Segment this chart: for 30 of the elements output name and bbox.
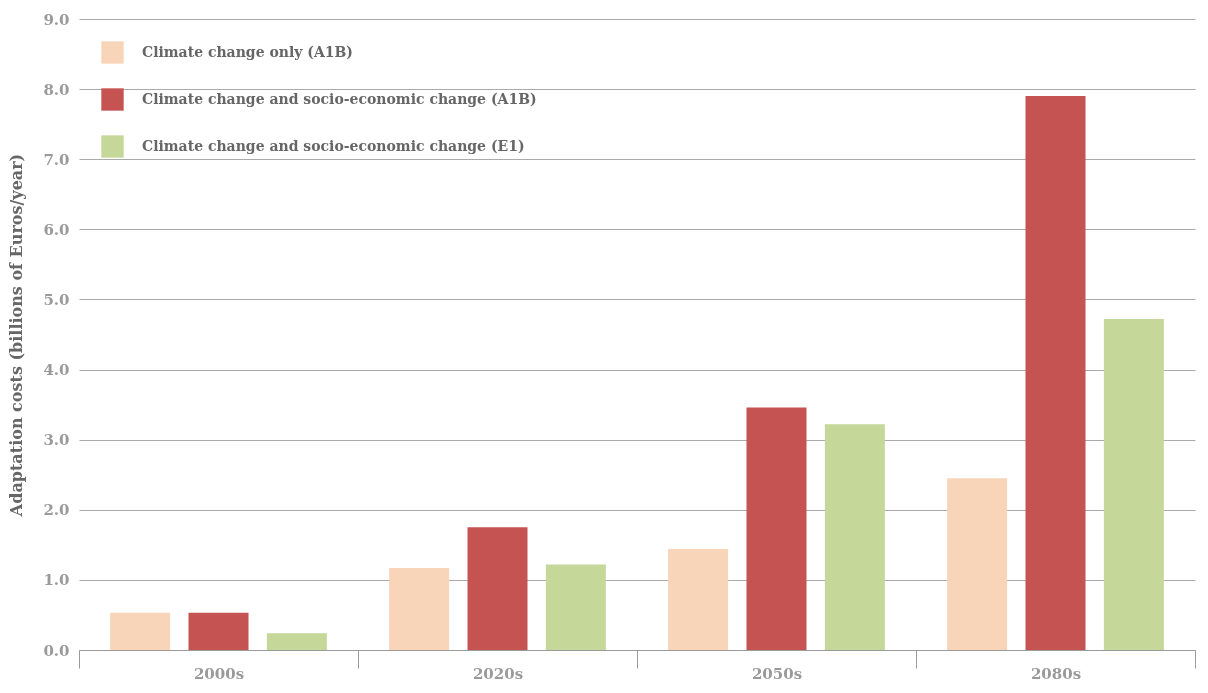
- legend-label: Climate change only (A1B): [142, 43, 353, 60]
- y-tick-label: 9.0: [43, 10, 70, 29]
- bar: [389, 567, 450, 650]
- x-tick-label: 2000s: [193, 664, 245, 683]
- bar: [746, 407, 807, 650]
- bar: [824, 424, 885, 650]
- y-tick-label: 6.0: [43, 220, 70, 239]
- y-tick-label: 8.0: [43, 80, 70, 99]
- y-tick-label: 7.0: [43, 150, 70, 169]
- bar: [1025, 96, 1086, 650]
- bar: [947, 478, 1008, 650]
- y-tick-label: 3.0: [43, 431, 70, 450]
- x-tick-label: 2080s: [1030, 664, 1082, 683]
- bar: [1103, 319, 1164, 650]
- y-tick-label: 2.0: [43, 501, 70, 520]
- y-tick-label: 5.0: [43, 290, 70, 309]
- legend-label: Climate change and socio-economic change (E1): [142, 137, 525, 154]
- x-tick-label: 2050s: [751, 664, 803, 683]
- bar: [266, 633, 327, 650]
- y-tick-label: 4.0: [43, 361, 70, 380]
- bar: [188, 612, 249, 650]
- bar: [545, 564, 606, 650]
- legend-label: Climate change and socio-economic change (A1B): [142, 90, 537, 107]
- y-axis-title: Adaptation costs (billions of Euros/year): [7, 153, 27, 518]
- y-tick-label: 1.0: [43, 571, 70, 590]
- bar: [467, 527, 528, 650]
- x-tick-label: 2020s: [472, 664, 524, 683]
- y-tick-label: 0.0: [43, 641, 70, 660]
- bar: [110, 612, 171, 650]
- bar: [668, 549, 729, 650]
